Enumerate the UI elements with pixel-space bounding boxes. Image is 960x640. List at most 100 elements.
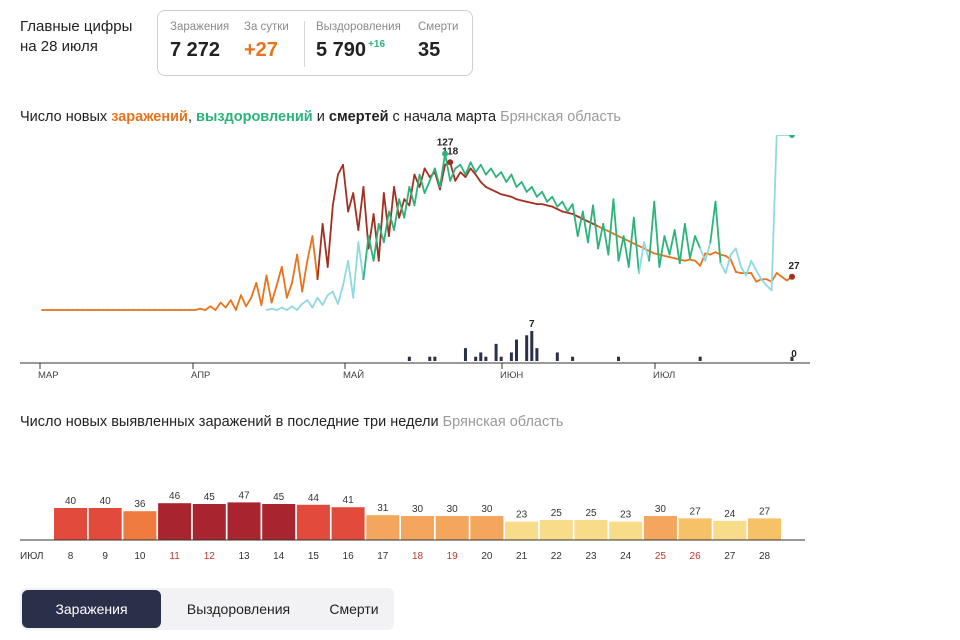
recoveries-segment [632,216,640,274]
bar-value-label: 44 [308,493,320,504]
bar [435,516,469,540]
infections-segment [296,253,304,293]
headline-date: на 28 июля [20,38,98,55]
bar [539,520,573,540]
deaths-bar [530,331,534,361]
x-tick-label: МАР [38,370,59,381]
recoveries-segment [398,198,406,219]
recoveries-segment [724,253,732,274]
tab-deaths[interactable]: Смерти [329,601,379,617]
category-label: 17 [377,551,389,562]
recoveries-segment [306,299,314,309]
infections-segment [291,253,299,284]
recoveries-segment [729,247,737,256]
category-label: 8 [68,551,74,562]
deaths-bar [499,356,503,361]
infections-end-label: 27 [788,261,800,272]
chart1-title-infections: заражений [111,109,188,125]
infections-segment [729,258,737,273]
deaths-bar [525,335,529,361]
infections-segment [250,282,258,299]
recoveries-segment [474,163,482,174]
infections-segment [775,272,783,278]
bar-value-label: 30 [412,504,424,515]
bar [678,518,712,540]
infections-segment [260,274,268,306]
infections-segment [204,305,212,311]
tab-recoveries[interactable]: Выздоровления [186,601,291,617]
x-tick-label: МАЙ [343,369,364,381]
category-label: 16 [343,551,355,562]
chart1-title: Число новых заражений, выздоровлений и с… [20,109,621,125]
deaths-bar [463,348,467,361]
infections-segment [321,222,329,268]
recoveries-segment [291,305,299,311]
recoveries-segment [561,200,569,213]
infections-segment [393,186,401,219]
recoveries-segment [683,222,691,260]
recoveries-segment [581,210,589,244]
recoveries-segment [622,235,630,268]
infections-segment [755,278,763,283]
infections-segment [255,282,263,306]
recoveries-segment [500,171,508,183]
stat-infections: Заражения 7 272 [170,21,229,62]
chart1-title-region: Брянская область [500,109,621,125]
infections-segment [285,282,293,299]
bar-value-label: 24 [724,509,736,520]
infections-label: Заражения [170,21,230,33]
recoveries-segment [449,167,457,182]
deaths-bar [514,339,518,361]
recoveries-segment [408,186,416,207]
infections-segment [214,301,222,311]
infections-segment [495,190,503,196]
recoveries-segment [515,181,523,188]
recoveries-segment [337,284,344,305]
infections-segment [229,299,237,311]
recoveries-segment [316,296,324,306]
tab-infections[interactable]: Заражения [22,590,161,628]
recoveries-segment [617,235,625,262]
recoveries-segment [490,167,497,178]
bar [88,508,122,540]
recoveries-segment [566,203,574,213]
infections-segment [709,251,717,256]
category-label: 24 [620,551,632,562]
bar-value-label: 23 [620,510,632,521]
category-label: 15 [308,551,320,562]
recoveries-segment [612,198,620,262]
recoveries-end-label: 16 [788,135,800,138]
infections-segment [270,284,278,304]
deaths-bar [698,356,702,361]
recoveries-segment [326,290,334,297]
category-label: 14 [273,551,285,562]
recoveries-segment [372,222,380,262]
bar [470,516,504,540]
recoveries-segment [444,152,452,182]
deaths-bar [571,356,575,361]
category-label: 12 [204,551,216,562]
infections-segment [377,192,385,262]
infections-segment [556,208,564,213]
infections-segment [240,294,247,308]
recoveries-segment [719,262,727,274]
day-value: +27 [244,39,278,61]
infections-segment [265,274,273,304]
bar-value-label: 36 [134,499,146,510]
category-label: 25 [655,551,667,562]
recoveries-segment [464,161,472,176]
category-label: 18 [412,551,424,562]
recoveries-segment [551,195,559,208]
recoveries-segment [352,241,360,299]
bar-value-label: 41 [343,495,355,506]
recoveries-segment [704,241,712,262]
recoveries-segment [311,296,319,309]
bar [609,521,643,540]
bar-value-label: 40 [100,496,112,507]
infections-segment [275,266,283,287]
x-tick-label: АПР [191,370,210,381]
category-label: 22 [551,551,563,562]
deaths-label: Смерти [418,21,459,33]
recoveries-segment [418,173,426,194]
